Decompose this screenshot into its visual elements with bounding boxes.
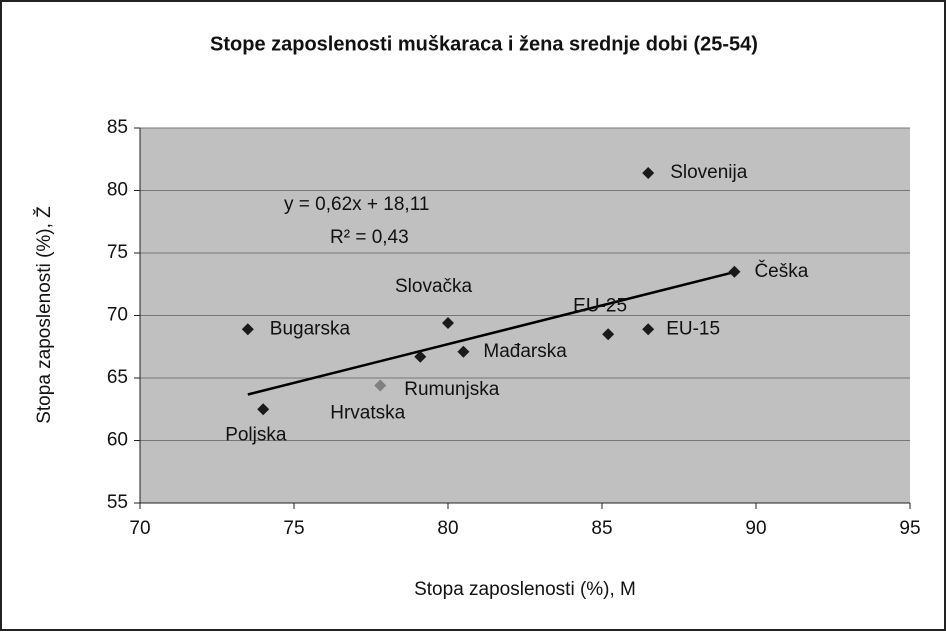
chart-title: Stope zaposlenosti muškaraca i žena sred…: [210, 33, 758, 55]
x-tick-label: 80: [437, 518, 458, 539]
trend-equation: y = 0,62x + 18,11: [284, 194, 429, 215]
trend-r2: R² = 0,43: [330, 227, 409, 248]
point: [257, 403, 270, 416]
y-tick-label: 55: [107, 492, 128, 513]
point: [414, 350, 427, 363]
y-tick-label: 60: [107, 430, 128, 451]
y-tick-label: 70: [107, 305, 128, 326]
y-tick-label: 65: [107, 367, 128, 388]
point-label: Hrvatska: [330, 403, 405, 424]
x-tick-label: 75: [283, 518, 304, 539]
y-tick-label: 85: [107, 117, 128, 138]
x-tick-label: 90: [745, 518, 766, 539]
point-label: Bugarska: [270, 318, 351, 339]
point-label: Mađarska: [483, 341, 567, 362]
point: [442, 317, 454, 329]
x-tick-label: 95: [899, 518, 920, 539]
point-label: Poljska: [225, 424, 287, 445]
point: [457, 345, 470, 358]
x-tick-label: 70: [129, 518, 150, 539]
x-tick-label: 85: [591, 518, 612, 539]
x-axis-title: Stopa zaposlenosti (%), M: [414, 579, 636, 600]
point: [642, 323, 655, 336]
point-label: EU-15: [666, 318, 720, 339]
point: [642, 167, 655, 179]
y-tick-label: 80: [107, 180, 128, 201]
point-label: Slovenija: [670, 162, 748, 183]
point-label: Češka: [754, 260, 808, 282]
point-label: Rumunjska: [404, 379, 499, 400]
point: [602, 328, 615, 341]
point: [241, 323, 254, 336]
point: [728, 265, 741, 278]
trendline: [247, 271, 732, 396]
point-label: EU-25: [573, 295, 627, 316]
point: [374, 379, 387, 392]
y-axis-title: Stopa zaposlenosti (%), Ž: [33, 206, 55, 424]
y-tick-label: 75: [107, 242, 128, 263]
point-label: Slovačka: [395, 276, 473, 297]
